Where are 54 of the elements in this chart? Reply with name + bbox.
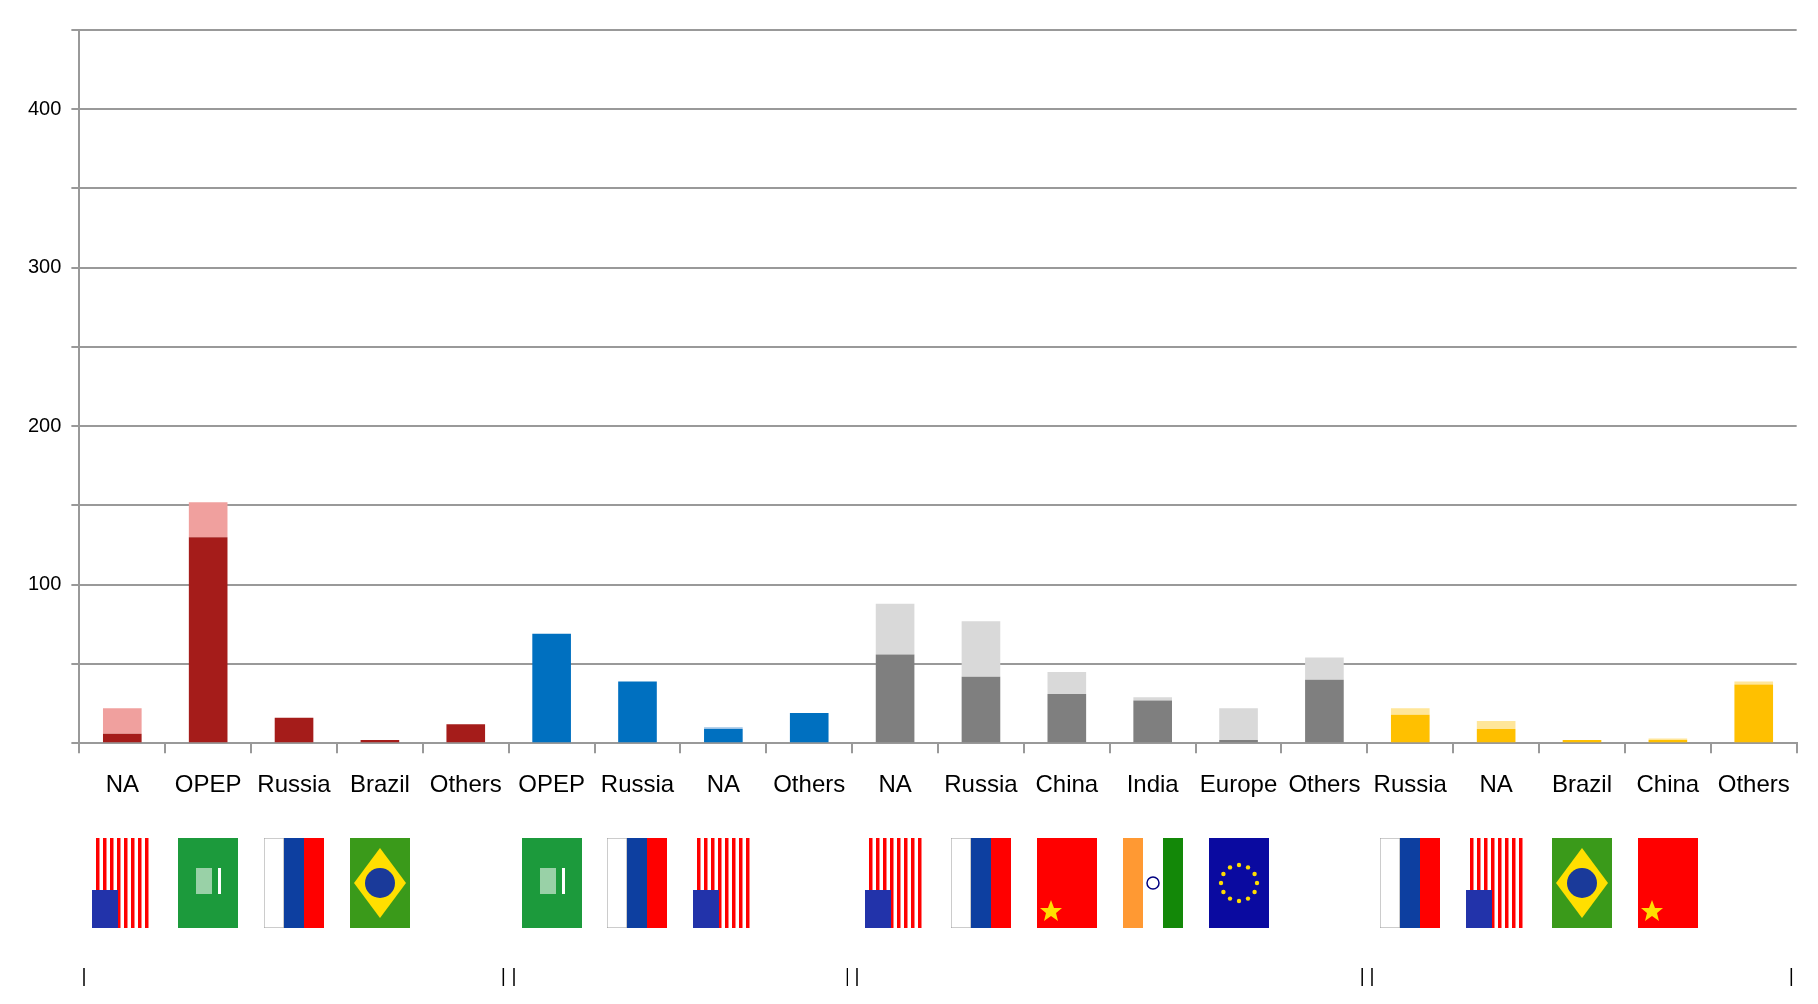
bar [1734,681,1774,685]
bar [1305,657,1344,680]
bar [1133,697,1172,701]
x-tick-label: Russia [257,770,332,798]
x-tick-label: Others [1717,770,1790,798]
x-tick-label: NA [1479,770,1513,798]
bar [360,740,400,743]
x-tick-label: NA [105,770,139,798]
x-tick-label: India [1126,770,1180,798]
x-tick-label: Europe [1199,770,1278,798]
bar [789,713,829,743]
x-tick-label: Russia [600,770,675,798]
bar [1047,694,1087,743]
x-tick-label: China [1636,770,1700,798]
bar [1562,740,1602,743]
x-tick-label: China [1035,770,1099,798]
bar [961,621,1001,677]
y-tick-label: 400 [27,96,62,119]
y-tick-label: 200 [27,413,62,436]
bar [1390,708,1430,715]
bar [875,654,915,743]
y-tick-label: 300 [27,255,62,278]
bar [102,708,142,734]
bar [188,537,228,743]
x-tick-label: OPEP [174,770,242,798]
bar [532,633,571,743]
bar [188,502,228,538]
x-tick-label: Russia [1373,770,1448,798]
bar [274,717,314,743]
bar [1047,671,1087,695]
x-tick-label: NA [878,770,912,798]
bar [1305,679,1344,743]
bar [618,681,657,743]
x-tick-label: Brazil [349,770,410,798]
bar [1390,714,1430,743]
bar [1476,721,1516,729]
y-tick-label: 100 [27,572,62,595]
bar [446,724,486,743]
x-tick-label: Others [773,770,846,798]
x-tick-label: Others [1288,770,1361,798]
bar [1734,684,1774,743]
bar [1133,700,1172,743]
bar [1219,708,1258,741]
x-tick-label: NA [706,770,741,798]
bar [875,603,915,655]
bar [961,676,1001,743]
x-tick-label: Russia [944,770,1019,798]
x-tick-label: Others [429,770,502,798]
bar [704,728,743,743]
bar [1219,740,1258,743]
x-tick-label: OPEP [518,770,585,798]
x-tick-label: Brazil [1552,770,1613,798]
bar [102,733,142,743]
bar [1476,728,1516,743]
